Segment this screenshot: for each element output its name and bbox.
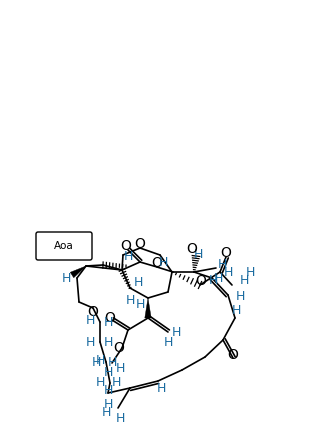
Text: O: O (135, 237, 146, 251)
Text: H: H (223, 265, 233, 278)
Polygon shape (145, 298, 151, 318)
Text: H: H (156, 381, 166, 394)
Text: H: H (123, 249, 133, 262)
Text: H: H (103, 365, 113, 378)
Text: H: H (231, 304, 241, 317)
Text: O: O (196, 274, 206, 288)
FancyBboxPatch shape (36, 232, 92, 260)
Text: O: O (87, 305, 98, 319)
Text: H: H (85, 313, 95, 326)
Text: H: H (125, 294, 135, 307)
Text: H: H (208, 274, 218, 287)
Text: H: H (245, 265, 255, 278)
Text: H: H (193, 248, 203, 261)
Text: H: H (115, 413, 125, 426)
Text: H: H (239, 274, 249, 287)
Text: O: O (105, 311, 115, 325)
Text: H: H (61, 271, 71, 284)
Text: H: H (217, 258, 227, 271)
Text: H: H (85, 336, 95, 349)
Text: H: H (91, 355, 101, 368)
Text: H: H (95, 353, 105, 366)
Text: H: H (107, 355, 117, 368)
Text: H: H (103, 316, 113, 329)
Text: H: H (133, 275, 143, 288)
Text: H: H (135, 297, 145, 310)
Text: O: O (221, 246, 231, 260)
Text: O: O (187, 242, 198, 256)
Text: H: H (95, 375, 105, 388)
Text: H: H (235, 290, 245, 303)
Text: H: H (115, 362, 125, 375)
Text: H: H (171, 326, 181, 339)
Text: H: H (101, 407, 111, 420)
Text: H: H (103, 384, 113, 397)
Text: H: H (103, 398, 113, 411)
Text: O: O (151, 256, 162, 270)
Text: H: H (213, 271, 223, 284)
Text: O: O (227, 348, 239, 362)
Text: O: O (121, 239, 131, 253)
Text: H: H (111, 375, 121, 388)
Polygon shape (70, 266, 86, 278)
Text: H: H (163, 336, 173, 349)
Text: H: H (158, 255, 168, 268)
Text: O: O (113, 341, 124, 355)
Text: H: H (103, 336, 113, 349)
Text: Aoa: Aoa (54, 241, 74, 251)
